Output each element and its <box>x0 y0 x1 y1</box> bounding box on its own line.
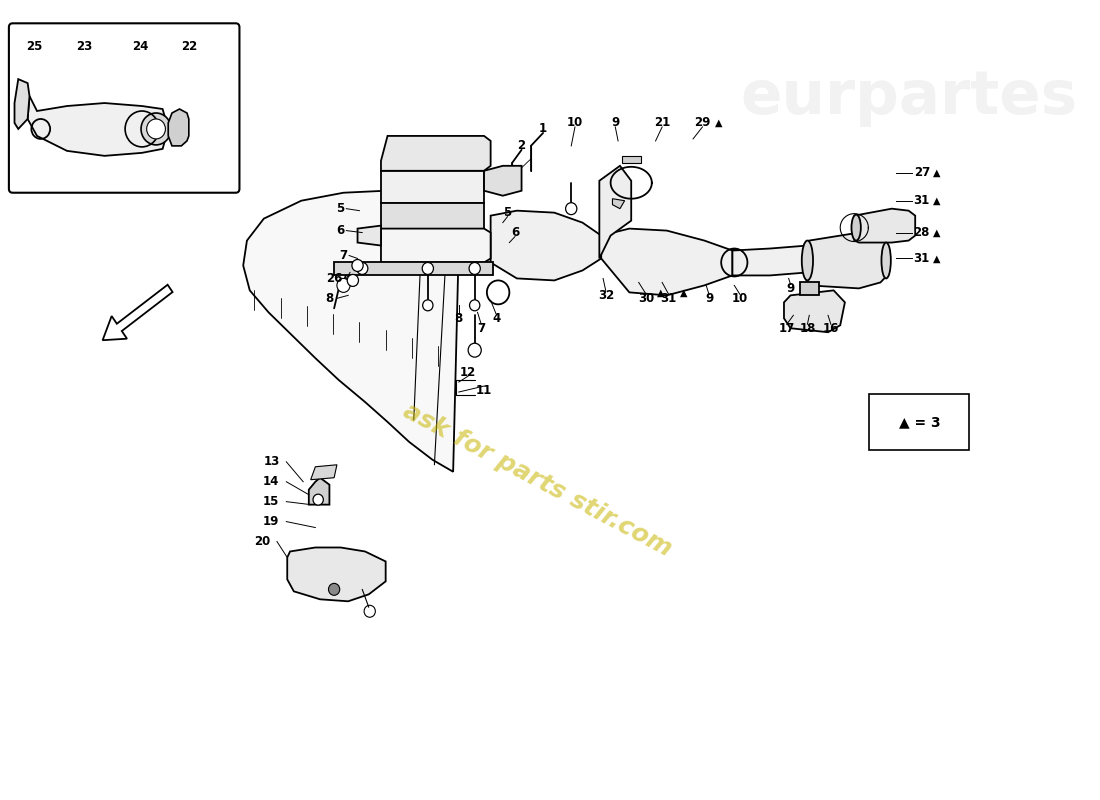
Text: 15: 15 <box>263 495 279 508</box>
Polygon shape <box>309 478 329 505</box>
Circle shape <box>470 300 480 311</box>
Text: 8: 8 <box>454 312 463 325</box>
Polygon shape <box>600 166 631 258</box>
Text: 2: 2 <box>517 139 526 152</box>
Text: 7: 7 <box>477 322 485 334</box>
Text: 9: 9 <box>612 117 619 130</box>
Text: 14: 14 <box>263 475 279 488</box>
Text: ▲: ▲ <box>715 118 722 128</box>
Text: 17: 17 <box>779 322 795 334</box>
Polygon shape <box>243 190 459 472</box>
Text: 26: 26 <box>326 272 342 285</box>
Text: 29: 29 <box>694 117 711 130</box>
FancyArrow shape <box>102 285 173 340</box>
Text: 32: 32 <box>597 289 614 302</box>
Circle shape <box>352 259 363 271</box>
Circle shape <box>146 119 165 139</box>
Text: 21: 21 <box>654 117 670 130</box>
Polygon shape <box>287 547 386 602</box>
Text: 9: 9 <box>786 282 794 295</box>
Text: ▲: ▲ <box>933 168 940 178</box>
Polygon shape <box>491 210 602 281</box>
Text: 16: 16 <box>823 322 839 334</box>
FancyBboxPatch shape <box>869 394 969 450</box>
Text: ▲: ▲ <box>680 287 688 298</box>
Text: 6: 6 <box>510 226 519 239</box>
Polygon shape <box>602 229 733 295</box>
Text: 20: 20 <box>254 535 271 548</box>
Text: 4: 4 <box>492 312 500 325</box>
Text: eurpartes: eurpartes <box>740 67 1077 126</box>
Circle shape <box>422 300 433 311</box>
Text: 1: 1 <box>539 122 547 135</box>
Polygon shape <box>621 156 640 163</box>
Ellipse shape <box>802 241 813 281</box>
Circle shape <box>356 262 367 274</box>
Text: 19: 19 <box>263 515 279 528</box>
Text: 31: 31 <box>914 194 929 207</box>
Text: ▲: ▲ <box>933 254 940 263</box>
Polygon shape <box>800 282 818 295</box>
Polygon shape <box>733 241 855 275</box>
Text: ▲: ▲ <box>658 287 666 298</box>
Text: ▲: ▲ <box>933 227 940 238</box>
Polygon shape <box>784 290 845 332</box>
Text: 22: 22 <box>180 40 197 53</box>
Text: 24: 24 <box>132 40 148 53</box>
Circle shape <box>337 278 350 292</box>
Text: 27: 27 <box>914 166 929 179</box>
Polygon shape <box>381 170 484 202</box>
Polygon shape <box>381 136 491 170</box>
Circle shape <box>469 262 481 274</box>
Polygon shape <box>381 229 491 262</box>
Text: 25: 25 <box>26 40 43 53</box>
Text: 11: 11 <box>476 383 492 397</box>
Polygon shape <box>310 465 337 480</box>
Polygon shape <box>168 109 189 146</box>
Text: ▲: ▲ <box>933 196 940 206</box>
Circle shape <box>141 113 170 145</box>
Circle shape <box>469 343 482 357</box>
Text: ask for parts stir.com: ask for parts stir.com <box>399 398 675 561</box>
Ellipse shape <box>851 214 861 241</box>
Text: 10: 10 <box>732 292 748 305</box>
Text: 5: 5 <box>504 206 512 219</box>
Text: 12: 12 <box>460 366 476 378</box>
Circle shape <box>422 262 433 274</box>
Text: 7: 7 <box>340 249 348 262</box>
Text: ▲ = 3: ▲ = 3 <box>899 415 940 429</box>
Circle shape <box>565 202 576 214</box>
Text: 23: 23 <box>76 40 92 53</box>
Polygon shape <box>484 166 521 196</box>
Polygon shape <box>805 233 887 288</box>
Polygon shape <box>14 79 30 129</box>
Text: 31: 31 <box>914 252 929 265</box>
Circle shape <box>348 274 359 286</box>
Text: 5: 5 <box>337 202 344 215</box>
FancyBboxPatch shape <box>9 23 240 193</box>
Circle shape <box>314 494 323 505</box>
Text: 31: 31 <box>661 292 676 305</box>
Text: 18: 18 <box>800 322 815 334</box>
Text: 30: 30 <box>638 292 654 305</box>
Polygon shape <box>855 209 915 242</box>
Ellipse shape <box>881 242 891 278</box>
Text: 6: 6 <box>337 224 344 237</box>
Text: 9: 9 <box>705 292 713 305</box>
Polygon shape <box>381 202 484 229</box>
Text: 10: 10 <box>566 117 583 130</box>
Polygon shape <box>334 262 494 275</box>
Text: 8: 8 <box>326 292 333 305</box>
Text: 13: 13 <box>263 455 279 468</box>
Text: 28: 28 <box>914 226 929 239</box>
Polygon shape <box>613 198 625 209</box>
Polygon shape <box>28 96 168 156</box>
Circle shape <box>329 583 340 595</box>
Polygon shape <box>358 226 381 246</box>
